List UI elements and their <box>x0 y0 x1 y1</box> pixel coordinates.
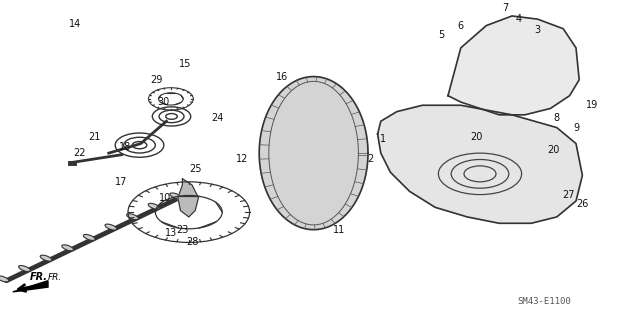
Text: 26: 26 <box>576 199 589 209</box>
Text: 17: 17 <box>115 177 128 187</box>
Text: SM43-E1100: SM43-E1100 <box>517 297 571 306</box>
Polygon shape <box>13 281 48 292</box>
Text: 14: 14 <box>69 19 82 29</box>
Ellipse shape <box>105 224 116 230</box>
Text: FR.: FR. <box>29 272 47 282</box>
Ellipse shape <box>83 234 95 241</box>
Text: 25: 25 <box>189 164 202 174</box>
Text: FR.: FR. <box>48 273 62 282</box>
Text: 1: 1 <box>380 134 386 144</box>
Text: 20: 20 <box>470 132 483 142</box>
Text: 3: 3 <box>534 25 541 35</box>
Text: 7: 7 <box>502 3 509 13</box>
Text: 4: 4 <box>515 14 522 24</box>
Text: 9: 9 <box>573 122 579 133</box>
Text: 21: 21 <box>88 132 101 142</box>
Text: 28: 28 <box>186 237 198 248</box>
Text: 10: 10 <box>159 193 172 203</box>
Text: 20: 20 <box>547 145 560 155</box>
Text: 16: 16 <box>275 71 288 82</box>
Polygon shape <box>378 105 582 223</box>
Text: 6: 6 <box>458 21 464 31</box>
Text: 24: 24 <box>211 113 224 123</box>
Text: 12: 12 <box>236 154 248 165</box>
Text: 13: 13 <box>165 228 178 238</box>
Text: 27: 27 <box>562 189 575 200</box>
Text: 15: 15 <box>179 59 192 69</box>
Ellipse shape <box>62 245 74 251</box>
Ellipse shape <box>148 203 160 209</box>
Text: 30: 30 <box>157 97 170 107</box>
Text: 18: 18 <box>118 142 131 152</box>
Polygon shape <box>178 179 198 217</box>
Text: 23: 23 <box>176 225 189 235</box>
Polygon shape <box>259 77 368 230</box>
Text: 8: 8 <box>554 113 560 123</box>
Text: 22: 22 <box>74 148 86 158</box>
Text: 2: 2 <box>367 154 373 165</box>
Text: 11: 11 <box>333 225 346 235</box>
Ellipse shape <box>0 276 9 282</box>
Polygon shape <box>448 16 579 115</box>
Text: 19: 19 <box>586 100 598 110</box>
Ellipse shape <box>127 214 138 220</box>
Text: 5: 5 <box>438 30 445 40</box>
Ellipse shape <box>40 255 52 261</box>
Ellipse shape <box>19 265 30 271</box>
Text: 29: 29 <box>150 75 163 85</box>
Ellipse shape <box>170 193 182 199</box>
